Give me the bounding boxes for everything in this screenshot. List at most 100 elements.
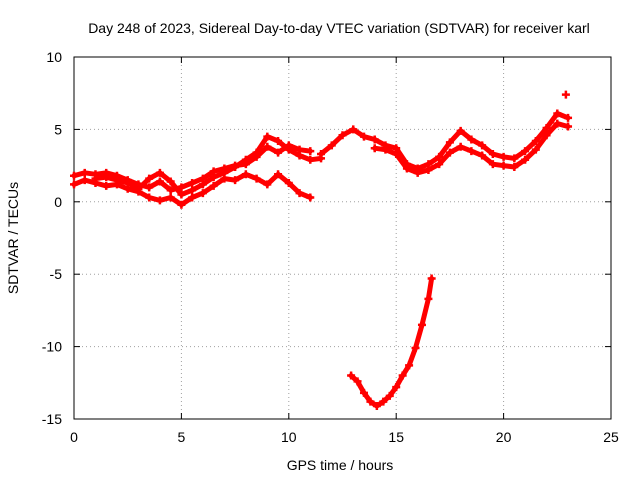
series-arc-c bbox=[91, 132, 326, 199]
data-point bbox=[284, 178, 293, 187]
data-point bbox=[177, 183, 186, 192]
data-point bbox=[274, 148, 283, 157]
data-point bbox=[488, 160, 497, 169]
data-point bbox=[353, 377, 362, 386]
data-point bbox=[499, 161, 508, 170]
data-point bbox=[392, 150, 401, 159]
data-point bbox=[445, 138, 454, 147]
data-point bbox=[370, 135, 379, 144]
data-point bbox=[209, 173, 218, 182]
data-point bbox=[252, 174, 261, 183]
y-tick-label: -15 bbox=[42, 411, 62, 427]
data-point bbox=[338, 131, 347, 140]
y-tick-label: 5 bbox=[54, 121, 62, 137]
data-point bbox=[499, 152, 508, 161]
data-point bbox=[424, 165, 433, 174]
data-point bbox=[359, 388, 368, 397]
data-point bbox=[379, 397, 388, 406]
data-point bbox=[478, 141, 487, 150]
data-point bbox=[155, 177, 164, 186]
y-tick-label: -10 bbox=[42, 339, 62, 355]
data-point bbox=[145, 193, 154, 202]
data-point bbox=[241, 170, 250, 179]
series-arc-e bbox=[370, 119, 573, 177]
data-point bbox=[155, 168, 164, 177]
x-tick-label: 25 bbox=[603, 429, 619, 445]
data-point bbox=[385, 391, 394, 400]
data-point bbox=[413, 168, 422, 177]
data-point bbox=[531, 136, 540, 145]
data-point bbox=[510, 163, 519, 172]
data-point bbox=[411, 344, 420, 353]
data-point bbox=[542, 131, 551, 140]
data-point bbox=[274, 170, 283, 179]
data-point bbox=[188, 178, 197, 187]
series-arc-d bbox=[317, 109, 573, 173]
data-point bbox=[306, 193, 315, 202]
data-point bbox=[166, 193, 175, 202]
data-point bbox=[317, 150, 326, 159]
data-point bbox=[435, 152, 444, 161]
data-point bbox=[435, 160, 444, 169]
data-point bbox=[102, 173, 111, 182]
data-point bbox=[488, 150, 497, 159]
series-arc-f bbox=[347, 274, 436, 410]
data-point bbox=[145, 183, 154, 192]
y-tick-label: 10 bbox=[46, 49, 62, 65]
data-point bbox=[424, 294, 433, 303]
data-point bbox=[542, 123, 551, 132]
data-point bbox=[478, 151, 487, 160]
data-point bbox=[177, 200, 186, 209]
data-point bbox=[398, 371, 407, 380]
grid bbox=[74, 57, 611, 419]
data-point bbox=[456, 126, 465, 135]
data-point bbox=[521, 155, 530, 164]
series-arc-b bbox=[70, 170, 315, 209]
data-point bbox=[252, 148, 261, 157]
x-tick-label: 5 bbox=[178, 429, 186, 445]
data-point bbox=[553, 109, 562, 118]
data-point bbox=[381, 145, 390, 154]
y-axis: -15 -10 -5 0 5 10 bbox=[42, 49, 611, 427]
data-point bbox=[370, 144, 379, 153]
data-point bbox=[198, 189, 207, 198]
data-point bbox=[134, 184, 143, 193]
data-point bbox=[417, 320, 426, 329]
series-spike bbox=[561, 90, 570, 99]
data-point bbox=[392, 383, 401, 392]
data-point bbox=[220, 168, 229, 177]
data-point bbox=[123, 178, 132, 187]
data-point bbox=[467, 135, 476, 144]
chart-title: Day 248 of 2023, Sidereal Day-to-day VTE… bbox=[88, 20, 590, 36]
x-tick-label: 15 bbox=[388, 429, 404, 445]
data-point bbox=[327, 141, 336, 150]
data-point bbox=[306, 155, 315, 164]
data-point bbox=[553, 119, 562, 128]
y-axis-label: SDTVAR / TECUs bbox=[5, 182, 21, 294]
data-point bbox=[231, 163, 240, 172]
data-point bbox=[263, 132, 272, 141]
data-point bbox=[295, 189, 304, 198]
x-tick-label: 20 bbox=[496, 429, 512, 445]
data-point bbox=[521, 147, 530, 156]
plot-frame bbox=[73, 56, 612, 420]
data-point bbox=[295, 151, 304, 160]
series-trace bbox=[93, 134, 324, 198]
x-axis-label: GPS time / hours bbox=[287, 457, 394, 473]
data-point bbox=[70, 180, 78, 189]
data-point bbox=[347, 371, 356, 380]
data-point bbox=[531, 145, 540, 154]
data-point bbox=[402, 164, 411, 173]
data-point bbox=[80, 176, 89, 185]
data-point bbox=[188, 186, 197, 195]
data-point bbox=[263, 142, 272, 151]
data-points bbox=[70, 90, 573, 410]
data-point bbox=[112, 176, 121, 185]
data-point bbox=[349, 125, 358, 134]
x-axis: 0 5 10 15 20 25 bbox=[70, 57, 619, 445]
data-point bbox=[456, 142, 465, 151]
data-point bbox=[198, 180, 207, 189]
data-point bbox=[366, 397, 375, 406]
data-point bbox=[564, 113, 573, 122]
